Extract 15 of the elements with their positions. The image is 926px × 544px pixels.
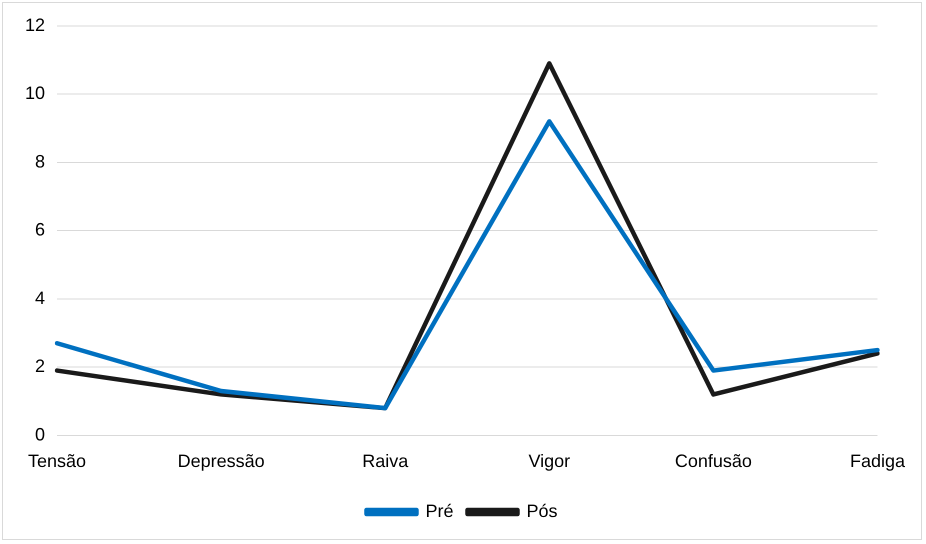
y-tick-label: 12 xyxy=(24,14,46,35)
x-tick-label: Depressão xyxy=(178,451,265,472)
legend-label: Pré xyxy=(425,500,454,521)
y-tick-label: 2 xyxy=(35,356,46,376)
y-tick-label: 6 xyxy=(35,220,46,240)
x-tick-label: Vigor xyxy=(528,451,570,472)
x-tick-label: Raiva xyxy=(362,451,410,472)
y-tick-label: 4 xyxy=(35,288,46,308)
y-tick-label: 8 xyxy=(35,151,46,172)
x-tick-label: Tensão xyxy=(28,451,86,472)
y-tick-label: 10 xyxy=(24,83,46,104)
legend-label: Pós xyxy=(526,500,558,521)
y-tick-label: 0 xyxy=(35,424,46,444)
x-tick-label: Confusão xyxy=(674,451,752,472)
x-tick-label: Fadiga xyxy=(850,451,906,472)
